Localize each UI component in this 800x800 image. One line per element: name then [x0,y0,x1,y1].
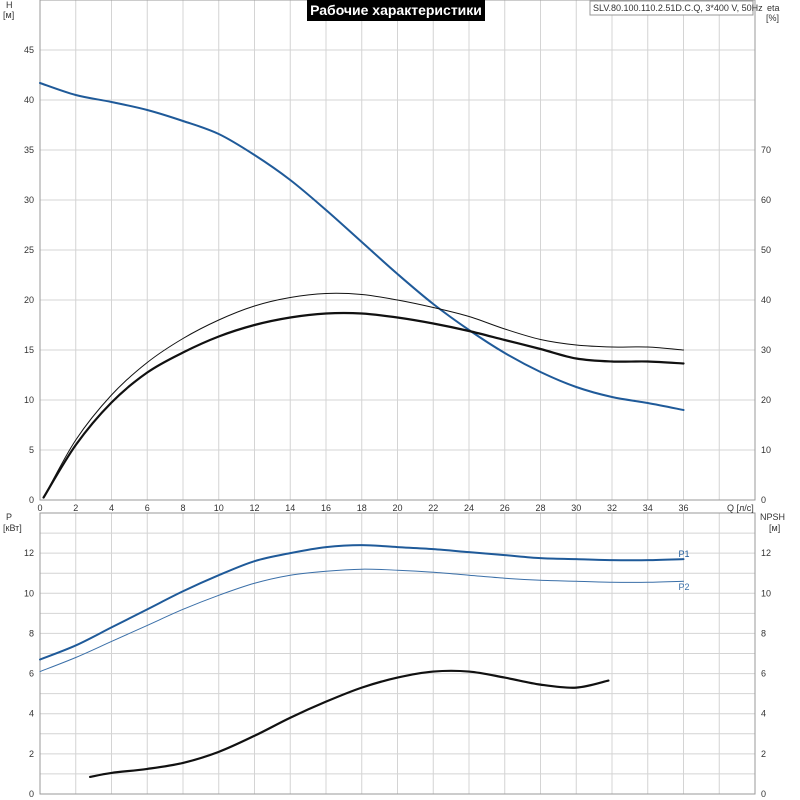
lower-left-tick-label: 12 [24,548,34,558]
x-tick-label: 16 [321,503,331,513]
upper-right-axis-title-line1: eta [767,3,780,13]
lower-left-tick-label: 6 [29,669,34,679]
upper-right-tick-label: 10 [761,445,771,455]
lower-right-axis-title-line1: NPSH [760,512,785,522]
upper-right-tick-label: 0 [761,495,766,505]
lower-panel-frame [39,512,756,795]
lower-right-tick-label: 6 [761,669,766,679]
upper-right-tick-label: 70 [761,145,771,155]
upper-right-tick-label: 60 [761,195,771,205]
upper-panel-frame [39,0,756,501]
tick-label-layer: 0 2 4 6 8 10 12 14 16 18 20 22 24 26 28 30 32 34 360510152… [24,45,771,799]
chart-title: Рабочие характеристики [310,2,482,18]
upper-series-line-0 [39,82,685,411]
x-tick-label: 30 [571,503,581,513]
lower-left-tick-label: 4 [29,709,34,719]
upper-left-tick-label: 40 [24,95,34,105]
x-tick-label: 6 [145,503,150,513]
x-tick-label: 20 [392,503,402,513]
upper-series-line-2 [43,292,684,498]
upper-left-tick-label: 35 [24,145,34,155]
upper-left-tick-label: 15 [24,345,34,355]
lower-left-tick-label: 0 [29,789,34,799]
x-tick-label: 18 [357,503,367,513]
grid-layer [39,0,756,795]
upper-left-tick-label: 20 [24,295,34,305]
x-tick-label: 26 [500,503,510,513]
upper-left-axis-title-line1: H [6,0,13,10]
lower-series-p1 [39,544,685,661]
lower-left-tick-label: 2 [29,749,34,759]
x-tick-label: 2 [73,503,78,513]
x-tick-label: 28 [535,503,545,513]
lower-left-axis-title-line1: P [6,512,12,522]
x-tick-label: 36 [678,503,688,513]
model-label: SLV.80.100.110.2.51D.C.Q, 3*400 V, 50Hz [593,3,763,13]
upper-left-tick-label: 25 [24,245,34,255]
x-tick-label: 8 [180,503,185,513]
lower-right-tick-label: 0 [761,789,766,799]
lower-left-tick-label: 8 [29,628,34,638]
upper-right-tick-label: 30 [761,345,771,355]
upper-series-line-1 [42,311,685,499]
title-background [307,0,485,21]
lower-series-line-2 [88,669,610,779]
lower-right-tick-label: 4 [761,709,766,719]
x-tick-label: 10 [214,503,224,513]
lower-series-p2 [39,568,684,673]
series-layer: P1 P2 [39,82,690,779]
lower-right-tick-label: 8 [761,628,766,638]
frame-layer [39,0,756,795]
x-tick-label: 0 [37,503,42,513]
lower-right-tick-label: 2 [761,749,766,759]
upper-right-tick-label: 40 [761,295,771,305]
x-tick-label: 22 [428,503,438,513]
lower-right-tick-label: 10 [761,588,771,598]
upper-left-tick-label: 45 [24,45,34,55]
lower-right-tick-label: 12 [761,548,771,558]
lower-left-axis-title-line2: [кВт] [3,523,22,533]
series-label-p2: P2 [679,582,690,592]
x-axis-title: Q [л/с] [727,503,754,513]
x-tick-label: 32 [607,503,617,513]
x-tick-label: 34 [643,503,653,513]
model-label-box [589,0,754,16]
upper-left-axis-title-line2: [м] [3,10,14,20]
lower-right-axis-title-line2: [м] [769,523,780,533]
upper-left-tick-label: 10 [24,395,34,405]
upper-left-tick-label: 30 [24,195,34,205]
upper-right-axis-title-line2: [%] [766,13,779,23]
upper-right-tick-label: 20 [761,395,771,405]
x-tick-label: 24 [464,503,474,513]
upper-left-tick-label: 0 [29,495,34,505]
lower-left-tick-label: 10 [24,588,34,598]
x-tick-label: 14 [285,503,295,513]
upper-right-tick-label: 50 [761,245,771,255]
upper-left-tick-label: 5 [29,445,34,455]
x-tick-label: 4 [109,503,114,513]
x-tick-label: 12 [249,503,259,513]
series-label-p1: P1 [679,549,690,559]
